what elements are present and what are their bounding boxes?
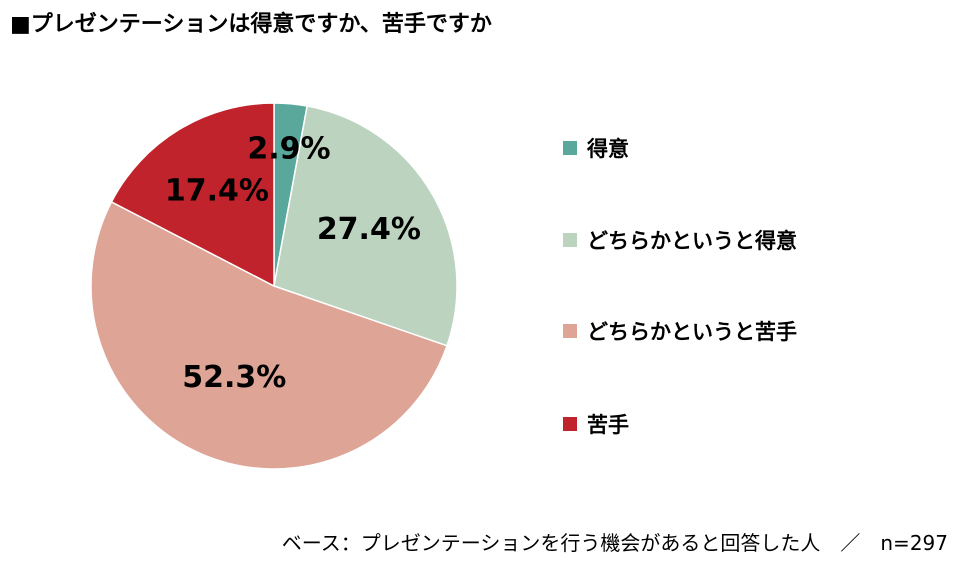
- legend-item: 苦手: [563, 404, 629, 444]
- footnote: ベース：プレゼンテーションを行う機会があると回答した人 ／ n=297: [281, 531, 948, 555]
- legend-swatch: [563, 233, 577, 247]
- pie-value-label: 2.9%: [247, 132, 330, 167]
- legend-swatch: [563, 417, 577, 431]
- legend-item: どちらかというと苦手: [563, 311, 797, 351]
- legend-label: 得意: [587, 137, 629, 161]
- legend-label: 苦手: [587, 413, 629, 437]
- chart-title: ■プレゼンテーションは得意ですか、苦手ですか: [10, 12, 492, 37]
- pie-value-label: 17.4%: [165, 174, 269, 209]
- legend-swatch: [563, 324, 577, 338]
- pie-slice: [90, 200, 448, 470]
- legend-label: どちらかというと苦手: [587, 320, 797, 344]
- legend-label: どちらかというと得意: [587, 229, 797, 253]
- legend-item: どちらかというと得意: [563, 220, 797, 260]
- pie-slice: [110, 102, 275, 288]
- legend-swatch: [563, 141, 577, 155]
- pie-value-labels: 2.9% 27.4% 52.3% 17.4%: [165, 132, 421, 395]
- legend-item: 得意: [563, 128, 629, 168]
- pie-slice: [273, 105, 458, 347]
- pie-slices: [90, 102, 458, 470]
- pie-value-label: 52.3%: [182, 360, 286, 395]
- pie-value-label: 27.4%: [317, 212, 421, 247]
